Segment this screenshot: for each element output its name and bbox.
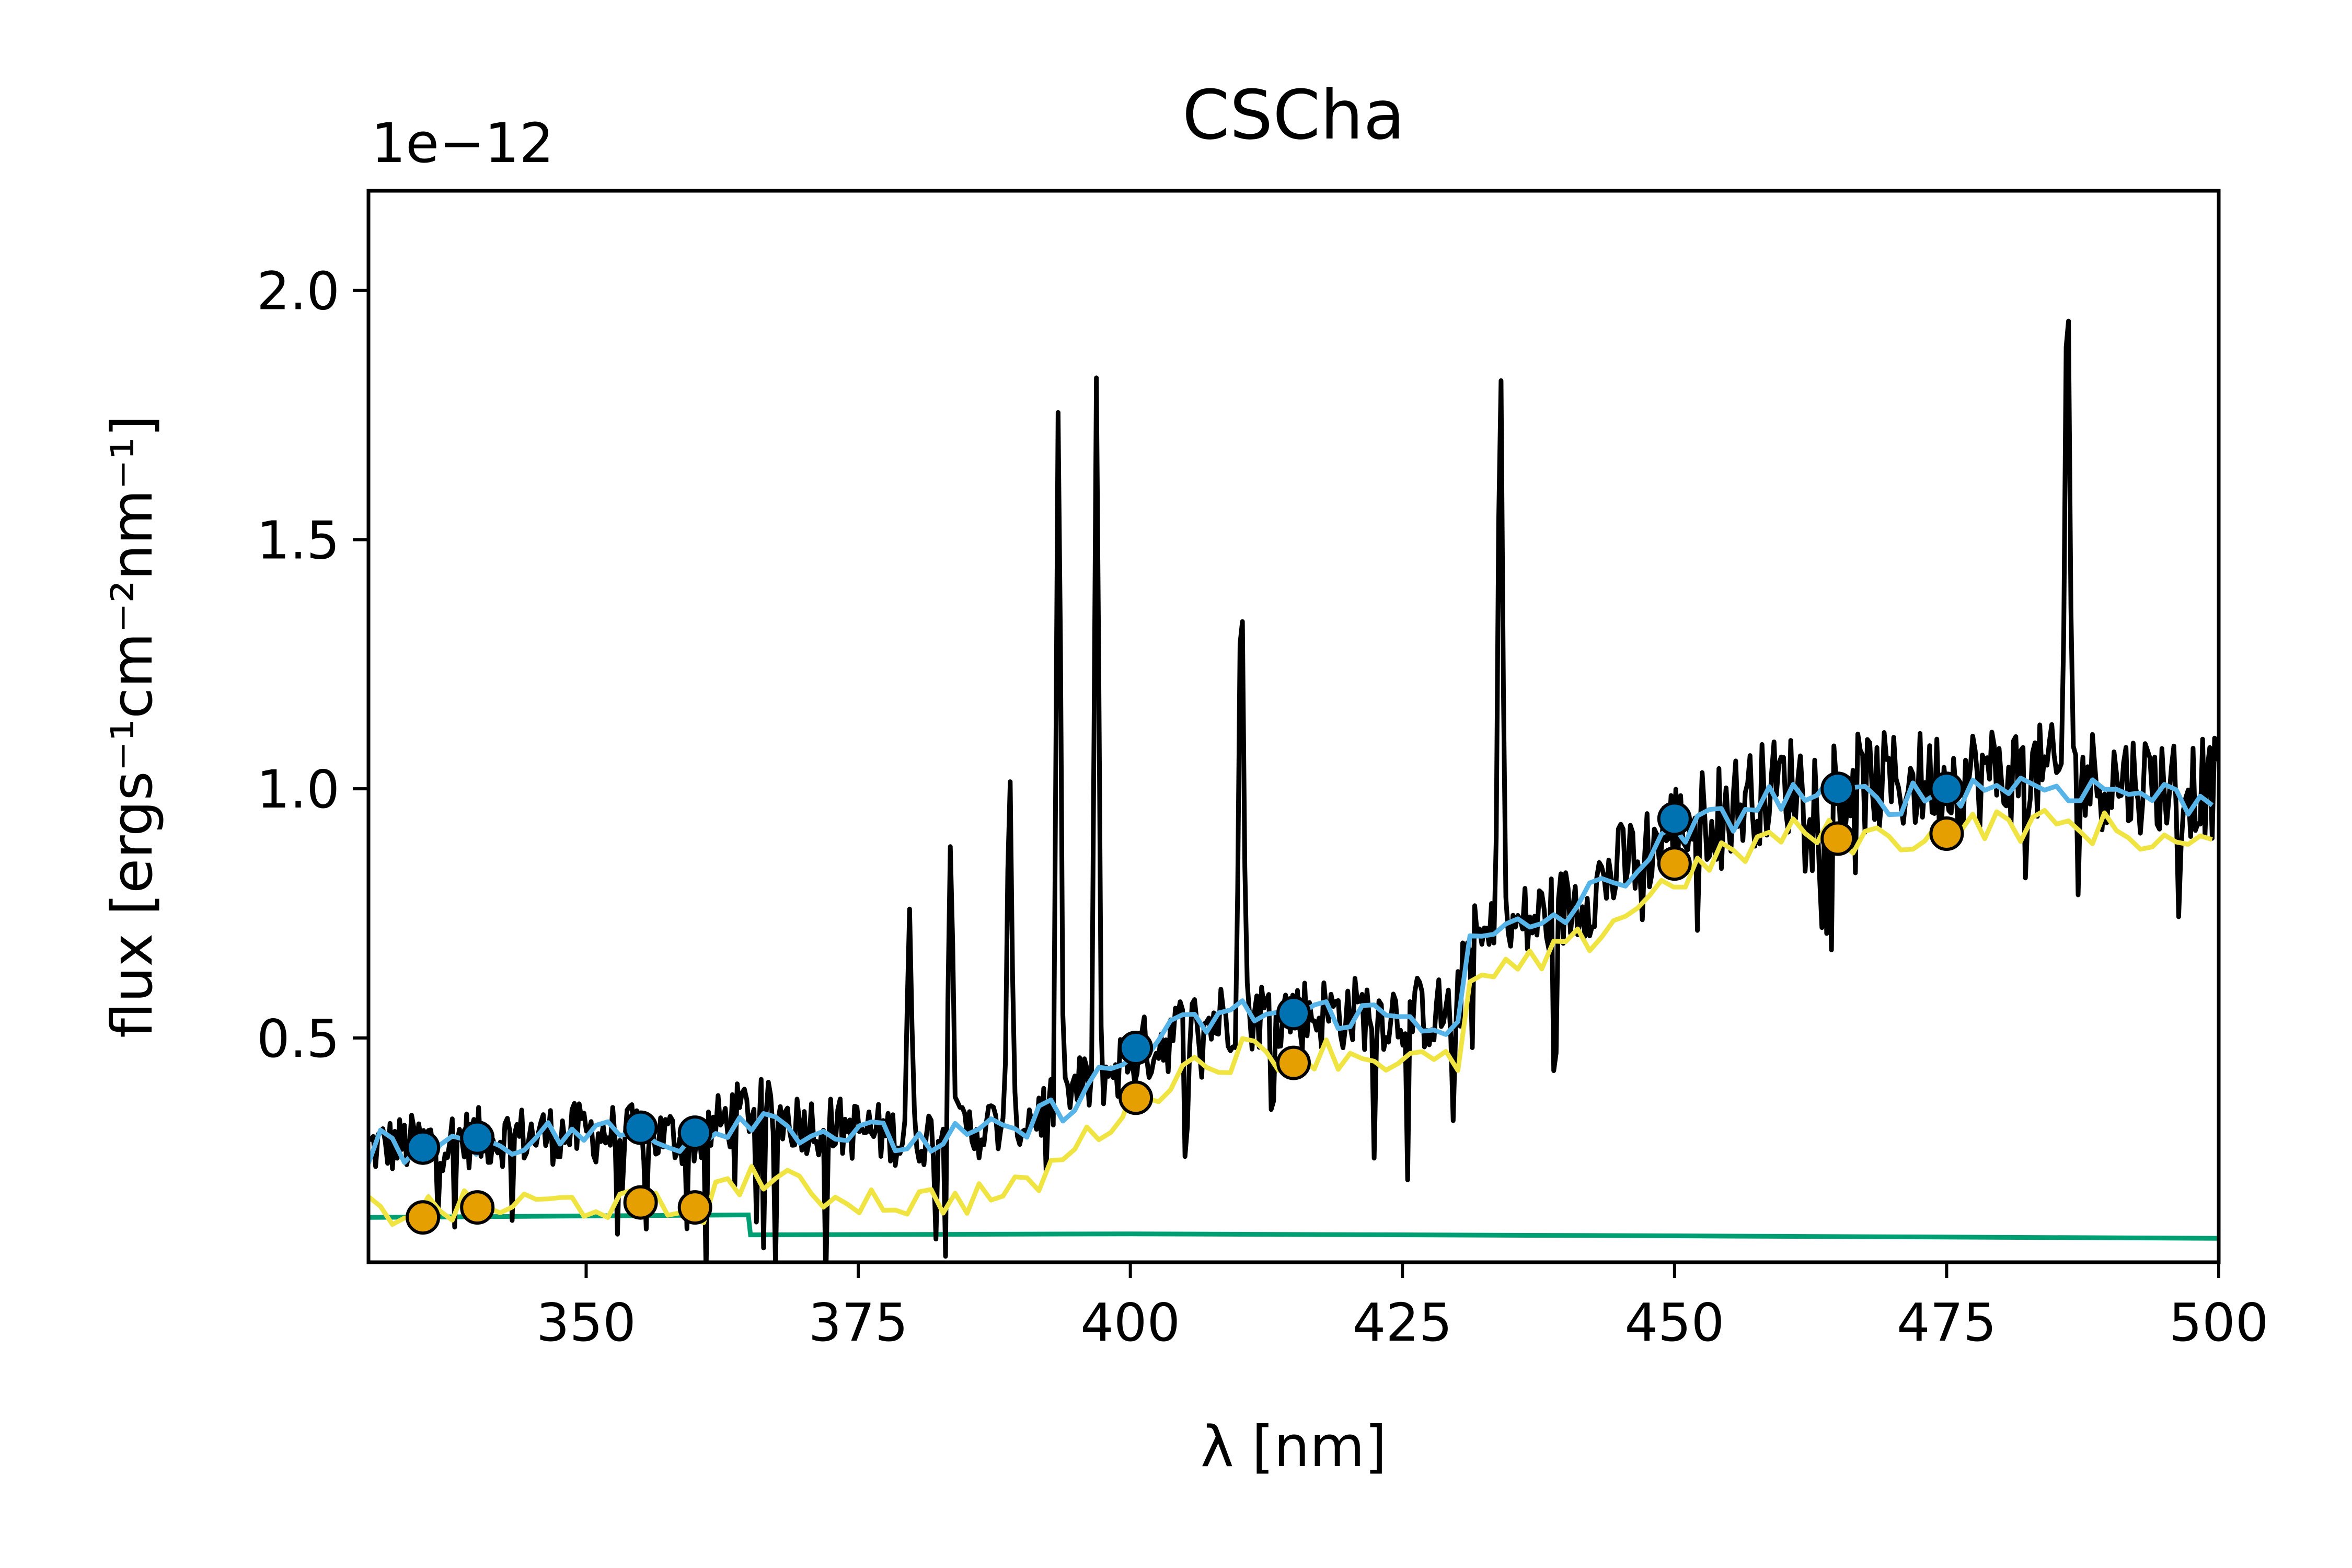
y-tick-label: 1.5: [257, 510, 340, 571]
total-point: [1929, 771, 1964, 806]
photosphere-point: [623, 1185, 658, 1220]
photosphere-point: [1929, 816, 1964, 851]
photosphere-point: [677, 1190, 712, 1225]
y-axis-label: flux [ergs⁻¹cm⁻²nm⁻¹]: [100, 415, 165, 1038]
y-axis: 0.5 1.0 1.5 2.0: [257, 261, 368, 1069]
photosphere-point: [1657, 846, 1692, 881]
photosphere-point: [1276, 1045, 1311, 1080]
x-tick-label: 400: [1080, 1292, 1180, 1353]
total-point: [460, 1120, 495, 1155]
x-tick-label: 350: [536, 1292, 636, 1353]
x-tick-label: 450: [1624, 1292, 1724, 1353]
y-tick-label: 1.0: [257, 759, 340, 820]
total-point: [1276, 996, 1311, 1031]
x-tick-label: 375: [809, 1292, 908, 1353]
total-point: [623, 1110, 658, 1145]
x-tick-label: 425: [1353, 1292, 1452, 1353]
plot-area: [368, 318, 2219, 1262]
y-offset-text: 1e−12: [371, 111, 554, 175]
total-point: [1119, 1031, 1154, 1065]
observed-spectrum-line: [368, 318, 2219, 1262]
plot-frame: [366, 189, 2221, 1264]
photosphere-point: [460, 1190, 495, 1225]
total-point: [1820, 771, 1855, 806]
x-tick-label: 475: [1897, 1292, 1997, 1353]
photosphere-point: [1119, 1080, 1154, 1115]
photosphere-point: [406, 1200, 441, 1235]
total-point: [677, 1115, 712, 1150]
x-tick-label: 500: [2169, 1292, 2269, 1353]
total-point: [406, 1130, 441, 1165]
y-tick-label: 2.0: [257, 261, 340, 322]
x-axis-label: λ [nm]: [1201, 1414, 1387, 1480]
x-axis: 350 375 400 425 450 475 500: [536, 1262, 2268, 1353]
y-tick-label: 0.5: [257, 1008, 340, 1069]
total-point: [1657, 801, 1692, 836]
chart-title: CSCha: [1182, 75, 1405, 155]
photosphere-point: [1820, 821, 1855, 856]
